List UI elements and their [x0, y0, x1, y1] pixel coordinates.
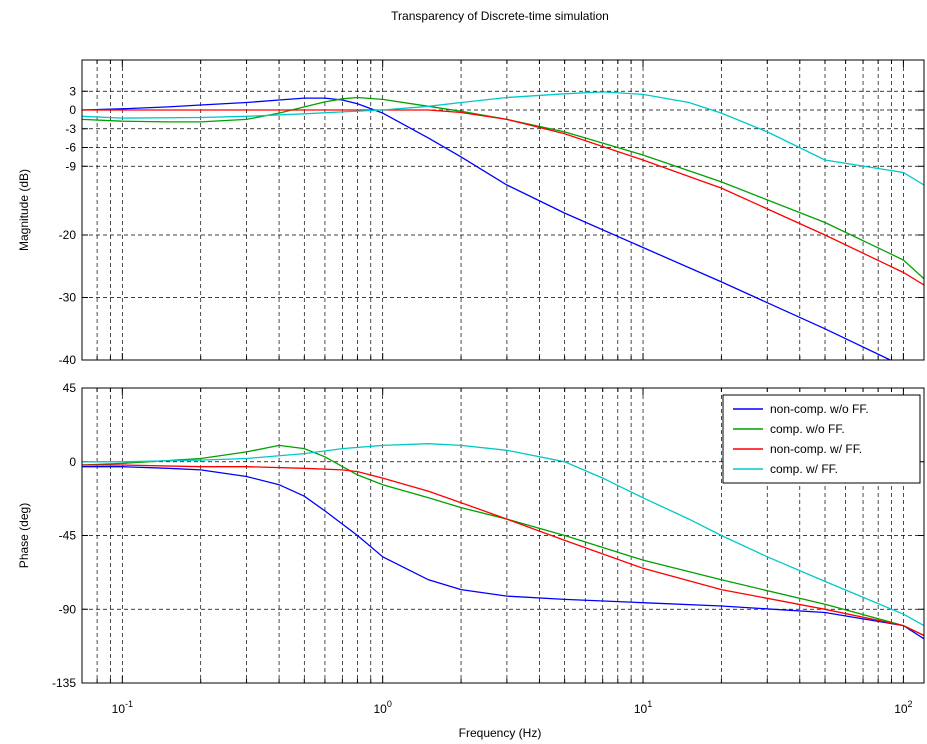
- mag-axes-frame: [81, 59, 925, 361]
- legend-label-1: non-comp. w/o FF.: [770, 402, 869, 416]
- legend-label-4: comp. w/ FF.: [770, 462, 838, 476]
- mag-y-tick-label: 3: [69, 84, 76, 98]
- phase-series-line-1: [82, 466, 924, 640]
- phase-y-tick-label: 45: [63, 381, 77, 395]
- x-tick-label: 100: [373, 699, 391, 716]
- phase-y-tick-label: -90: [59, 602, 77, 616]
- x-tick-label: 102: [894, 699, 912, 716]
- phase-series-line-4: [82, 443, 924, 627]
- phase-series-line-2: [82, 444, 924, 637]
- mag-y-tick-label: -6: [65, 141, 76, 155]
- mag-y-tick-label: 0: [69, 103, 76, 117]
- x-axis-label: Frequency (Hz): [459, 726, 542, 740]
- phase-y-tick-label: 0: [69, 455, 76, 469]
- magnitude-axes: 3 0 -3 -6 -9 -20 -30 -40 Magnitude (dB): [17, 59, 925, 367]
- mag-series-line-1: [82, 97, 892, 360]
- mag-y-tick-label: -20: [59, 228, 77, 242]
- mag-series-line-2: [82, 96, 924, 280]
- x-tick-label: 10-1: [112, 699, 133, 716]
- mag-y-axis-label: Magnitude (dB): [17, 169, 31, 251]
- mag-y-tick-label: -3: [65, 122, 76, 136]
- mag-y-tick-label: -40: [59, 353, 77, 367]
- phase-y-axis-label: Phase (deg): [17, 503, 31, 568]
- figure-title: Transparency of Discrete-time simulation: [391, 9, 609, 23]
- mag-y-tick-label: -30: [59, 291, 77, 305]
- legend-label-3: non-comp. w/ FF.: [770, 442, 862, 456]
- mag-y-tick-label: -9: [65, 159, 76, 173]
- phase-y-tick-label: -135: [52, 676, 76, 690]
- phase-axes-frame: [81, 387, 925, 684]
- legend: non-comp. w/o FF. comp. w/o FF. non-comp. …: [722, 394, 921, 484]
- x-tick-label: 101: [634, 699, 652, 716]
- mag-series-line-4: [82, 91, 924, 186]
- mag-series-line-3: [82, 109, 924, 286]
- phase-series-line-3: [82, 464, 924, 637]
- x-tick-labels: 10-1 100 101 102: [112, 699, 913, 716]
- phase-y-tick-label: -45: [59, 529, 77, 543]
- legend-label-2: comp. w/o FF.: [770, 422, 845, 436]
